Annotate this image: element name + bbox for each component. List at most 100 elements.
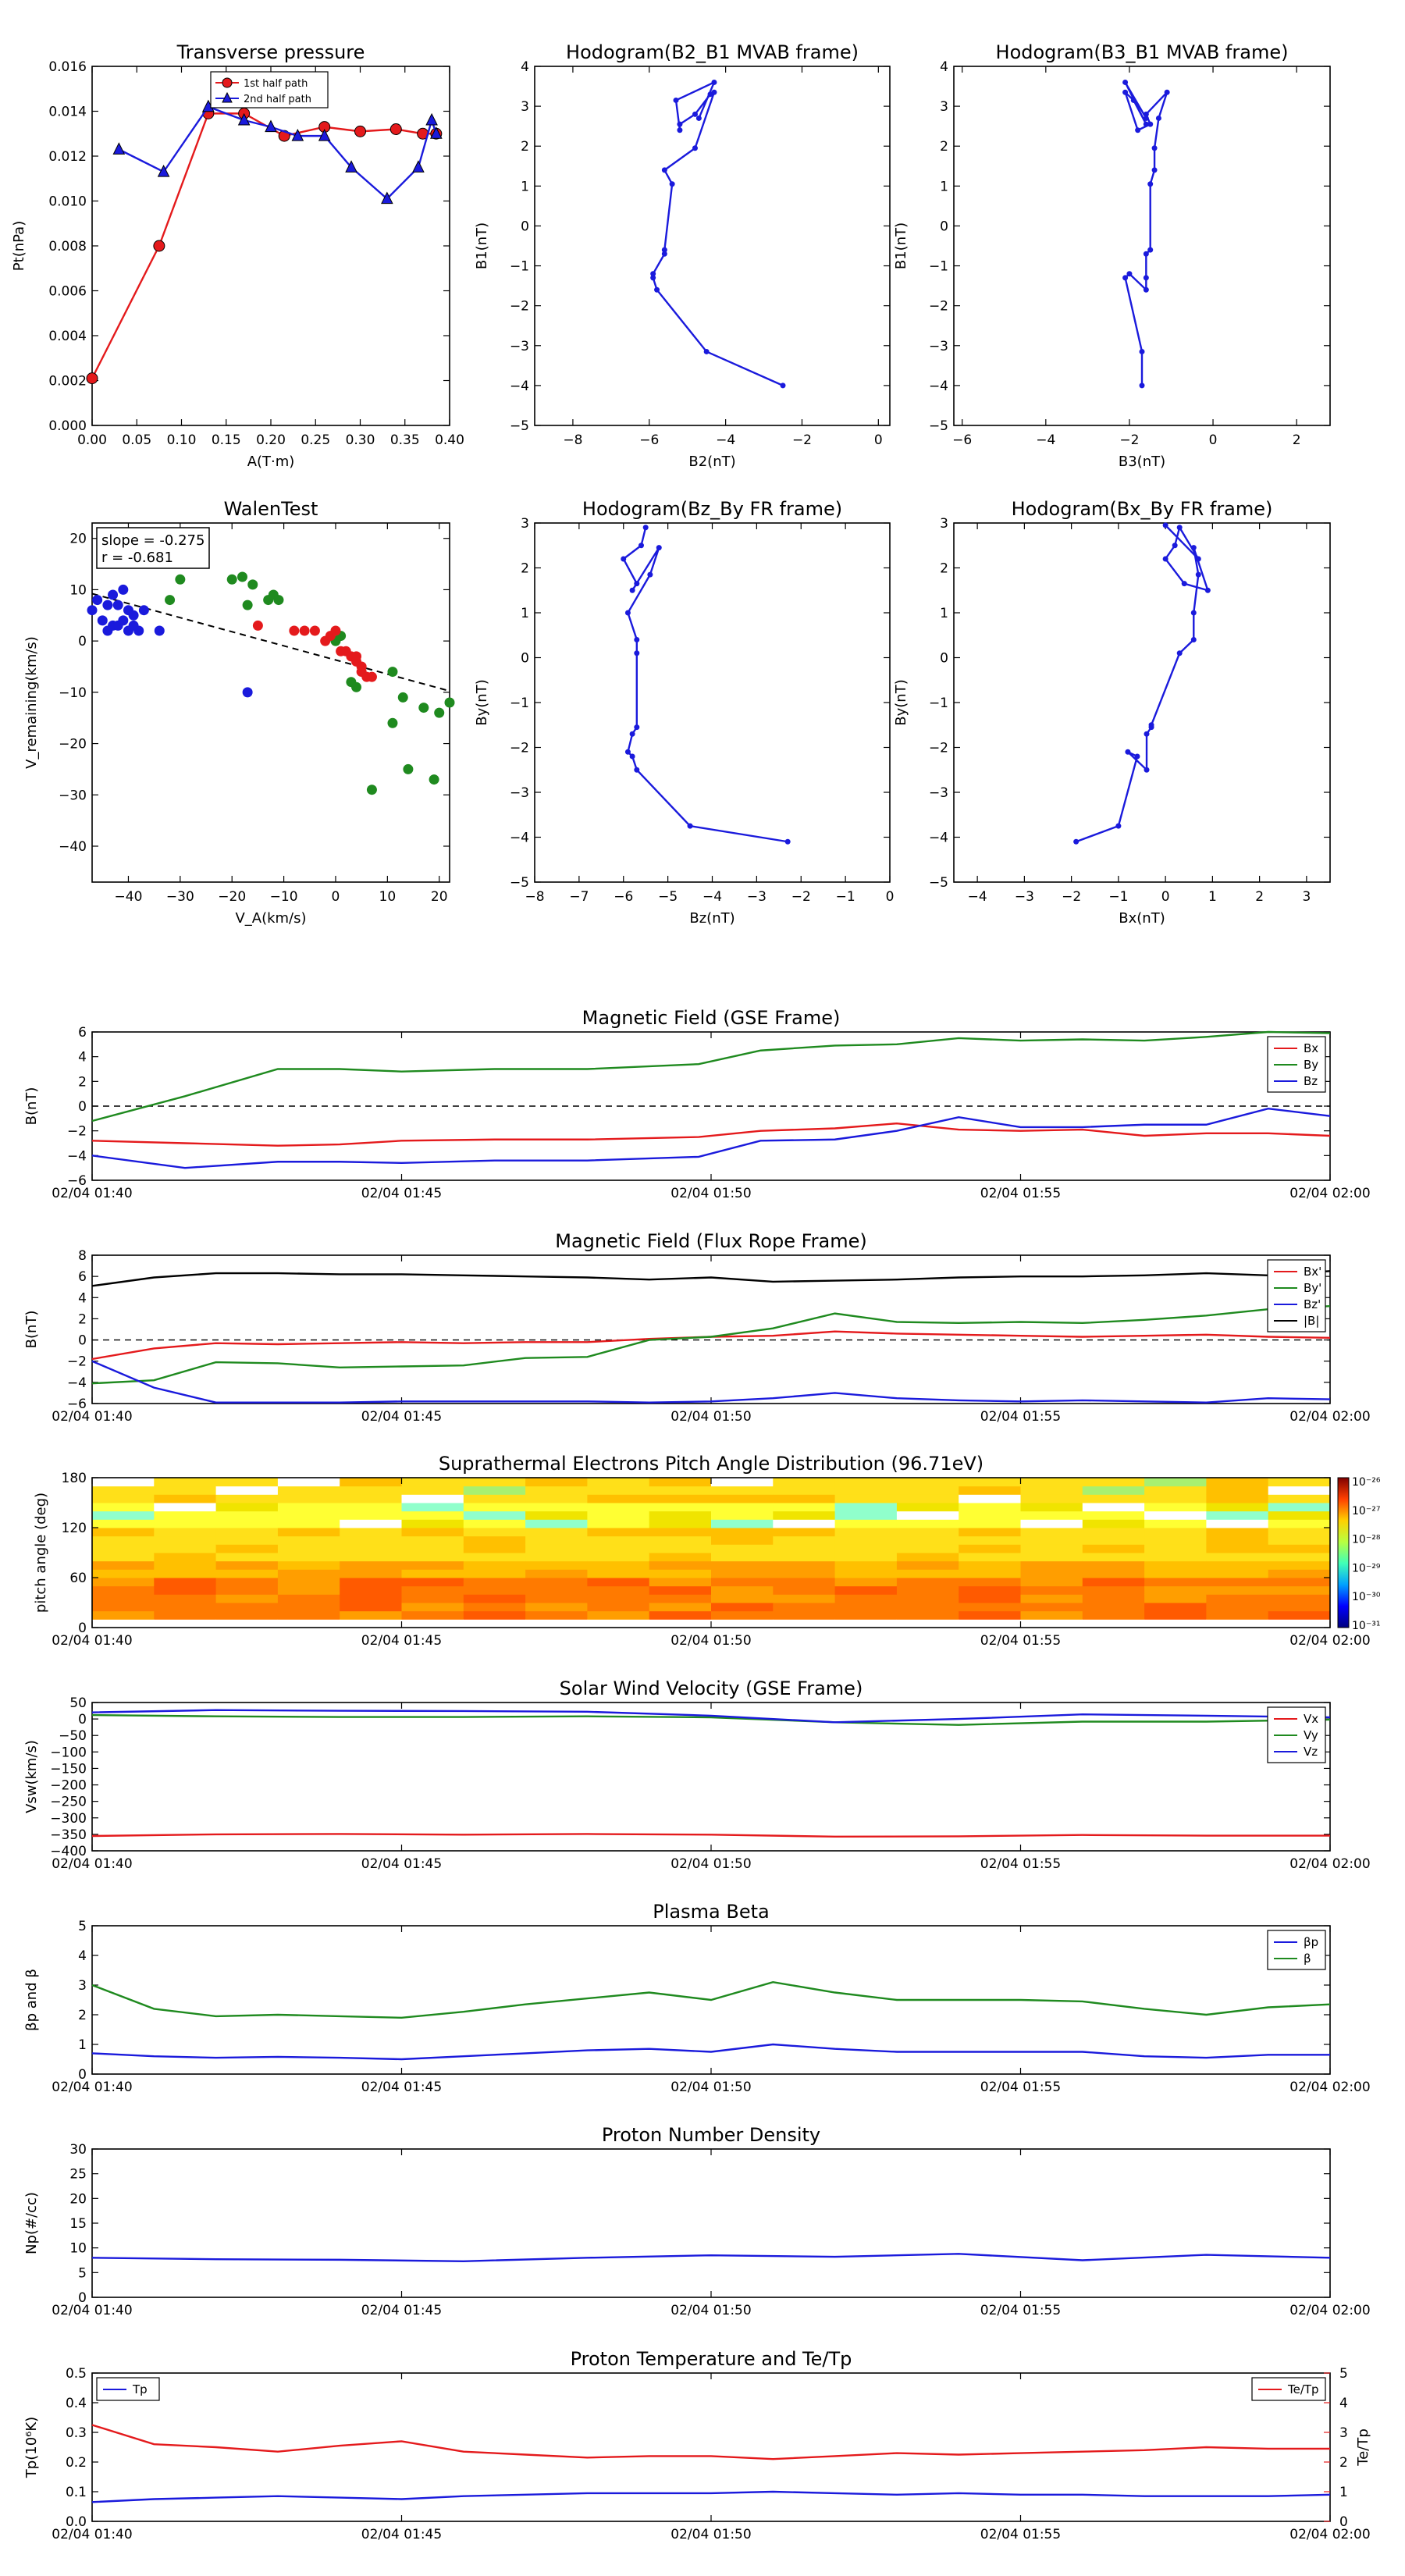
legend-label: |B| — [1304, 1314, 1319, 1328]
time-tick-label: 02/04 02:00 — [1289, 2527, 1370, 2542]
x-tick-label: −2 — [791, 889, 811, 905]
heatmap-cell — [1082, 1578, 1145, 1587]
legend-marker — [222, 91, 233, 103]
x-tick-label: −8 — [525, 889, 544, 905]
panel-mf_fr: 02/04 01:40 02/04 01:45 02/04 01:50 02/04 0… — [23, 1230, 1371, 1425]
heatmap-cell — [401, 1560, 464, 1570]
heatmap-cell — [277, 1603, 340, 1612]
data-point-triangle — [345, 160, 357, 173]
scatter-point — [387, 717, 398, 728]
y-tick-label: 0.3 — [66, 2425, 87, 2441]
heatmap-cell — [1206, 1585, 1269, 1595]
heatmap-cell — [154, 1610, 217, 1620]
heatmap-cell — [463, 1553, 526, 1562]
heatmap-cell — [649, 1553, 712, 1562]
heatmap-cell — [649, 1619, 712, 1628]
heatmap-cell — [649, 1560, 712, 1570]
heatmap-cell — [1268, 1560, 1331, 1570]
y-tick-label: 0.008 — [48, 239, 87, 254]
heatmap-cell — [1268, 1503, 1331, 1512]
data-point — [1143, 251, 1149, 257]
y-tick-label: 0 — [78, 2290, 87, 2306]
heatmap-cell — [896, 1519, 959, 1528]
data-point — [1195, 556, 1201, 562]
heatmap-cell — [1020, 1494, 1083, 1503]
heatmap-cell — [92, 1569, 155, 1578]
heatmap-cell — [525, 1535, 588, 1545]
heatmap-cell — [154, 1535, 217, 1545]
y-tick-label: 30 — [69, 2142, 87, 2158]
right-y-tick-label: 2 — [1339, 2455, 1348, 2471]
y-tick-label: 180 — [62, 1471, 87, 1486]
heatmap-cell — [215, 1494, 279, 1503]
scatter-point — [237, 571, 247, 582]
time-tick-label: 02/04 01:50 — [670, 1409, 751, 1425]
heatmap-cell — [525, 1478, 588, 1487]
heatmap-cell — [525, 1594, 588, 1603]
data-point — [780, 382, 786, 389]
heatmap-cell — [587, 1494, 650, 1503]
heatmap-cell — [1206, 1569, 1269, 1578]
heatmap-cell — [463, 1503, 526, 1512]
heatmap-cell — [711, 1510, 774, 1520]
y-tick-label: −50 — [59, 1728, 87, 1744]
heatmap-cell — [587, 1485, 650, 1495]
x-tick-label: 0 — [886, 889, 895, 905]
heatmap-cell — [92, 1544, 155, 1553]
right-y-axis-label: Te/Tp — [1355, 2428, 1371, 2467]
heatmap-cell — [1020, 1544, 1083, 1553]
heatmap-cell — [1020, 1519, 1083, 1528]
heatmap-cell — [1268, 1603, 1331, 1612]
heatmap-cell — [215, 1485, 279, 1495]
heatmap-cell — [896, 1535, 959, 1545]
data-point-circle — [86, 372, 98, 385]
heatmap-cell — [1082, 1610, 1145, 1620]
heatmap-cell — [834, 1560, 898, 1570]
heatmap-cell — [834, 1478, 898, 1487]
time-tick-label: 02/04 01:50 — [670, 1856, 751, 1872]
heatmap-cell — [711, 1585, 774, 1595]
heatmap-cell — [773, 1569, 836, 1578]
panel-hodo_b3b1: −6 −4 −2 0 2 −5 −4 −3 −2 −1 0 1 2 3 4 Hodogram(B3_B1 MV… — [893, 41, 1331, 470]
heatmap-cell — [834, 1585, 898, 1595]
heatmap-cell — [711, 1610, 774, 1620]
heatmap-cell — [649, 1485, 712, 1495]
time-tick-label: 02/04 01:55 — [980, 1409, 1061, 1425]
x-tick-label: −10 — [270, 889, 298, 905]
y-axis-label: V_remaining(km/s) — [23, 636, 40, 769]
data-point — [1144, 767, 1150, 773]
data-point-circle — [354, 125, 366, 137]
heatmap-cell — [896, 1610, 959, 1620]
heatmap-cell — [1082, 1510, 1145, 1520]
colorbar-label: 10⁻²⁷ — [1352, 1505, 1380, 1517]
y-tick-label: 2 — [78, 2008, 87, 2023]
time-tick-label: 02/04 02:00 — [1289, 2080, 1370, 2095]
heatmap-cell — [401, 1528, 464, 1537]
heatmap-cell — [1268, 1553, 1331, 1562]
data-point — [624, 749, 631, 755]
heatmap-cell — [1082, 1478, 1145, 1487]
colorbar-label: 10⁻²⁸ — [1352, 1534, 1381, 1546]
heatmap-cell — [277, 1553, 340, 1562]
heatmap-cell — [587, 1594, 650, 1603]
y-tick-label: 20 — [69, 532, 87, 547]
x-tick-label: 0.20 — [256, 432, 286, 448]
heatmap-cell — [401, 1535, 464, 1545]
data-point-triangle — [318, 129, 331, 141]
x-tick-label: 1 — [1208, 889, 1217, 905]
heatmap-cell — [587, 1535, 650, 1545]
heatmap-cell — [277, 1519, 340, 1528]
heatmap-cell — [154, 1544, 217, 1553]
heatmap-cell — [773, 1610, 836, 1620]
heatmap-cell — [154, 1569, 217, 1578]
chart-title: Hodogram(Bx_By FR frame) — [1012, 498, 1273, 520]
y-tick-label: 1 — [940, 606, 948, 621]
heatmap-cell — [1206, 1510, 1269, 1520]
heatmap-cell — [1144, 1610, 1207, 1620]
data-point — [1176, 525, 1183, 531]
heatmap-cell — [215, 1535, 279, 1545]
time-tick-label: 02/04 01:40 — [52, 1186, 132, 1201]
heatmap-cell — [959, 1560, 1021, 1570]
time-tick-label: 02/04 01:40 — [52, 2303, 132, 2318]
